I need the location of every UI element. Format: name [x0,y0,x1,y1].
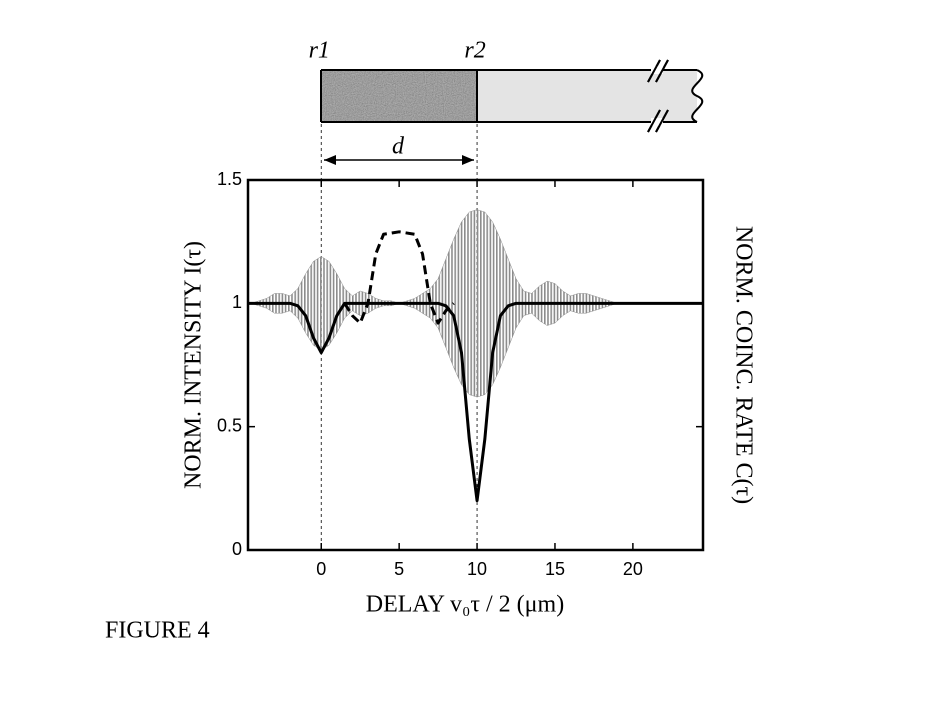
y-tick-label: 0 [232,539,242,559]
x-tick-label: 10 [467,559,487,579]
sample-light [477,70,697,122]
plot-frame [246,178,705,552]
y-tick-label: 1.5 [217,169,242,189]
y-axis-label: NORM. INTENSITY I(τ) [181,241,207,489]
x-axis-label: DELAY v₀τ / 2 (μm) [366,592,564,618]
distance-label: d [392,134,405,160]
x-tick-label: 20 [623,559,643,579]
figure-label: FIGURE 4 [105,618,210,644]
y-tick-label: 1 [232,292,242,312]
y-tick-label: 0.5 [217,415,242,435]
marker-label: r1 [309,38,330,64]
x-tick-label: 0 [316,559,326,579]
dashed-curve [343,230,455,325]
marker-label: r2 [464,38,485,64]
x-tick-label: 5 [394,559,404,579]
x-tick-label: 15 [545,559,565,579]
y2-axis-label: NORM. COINC. RATE C(τ) [730,226,756,504]
sample-texture [321,70,477,122]
solid-curve [248,301,703,503]
sample-diagram [320,59,704,165]
